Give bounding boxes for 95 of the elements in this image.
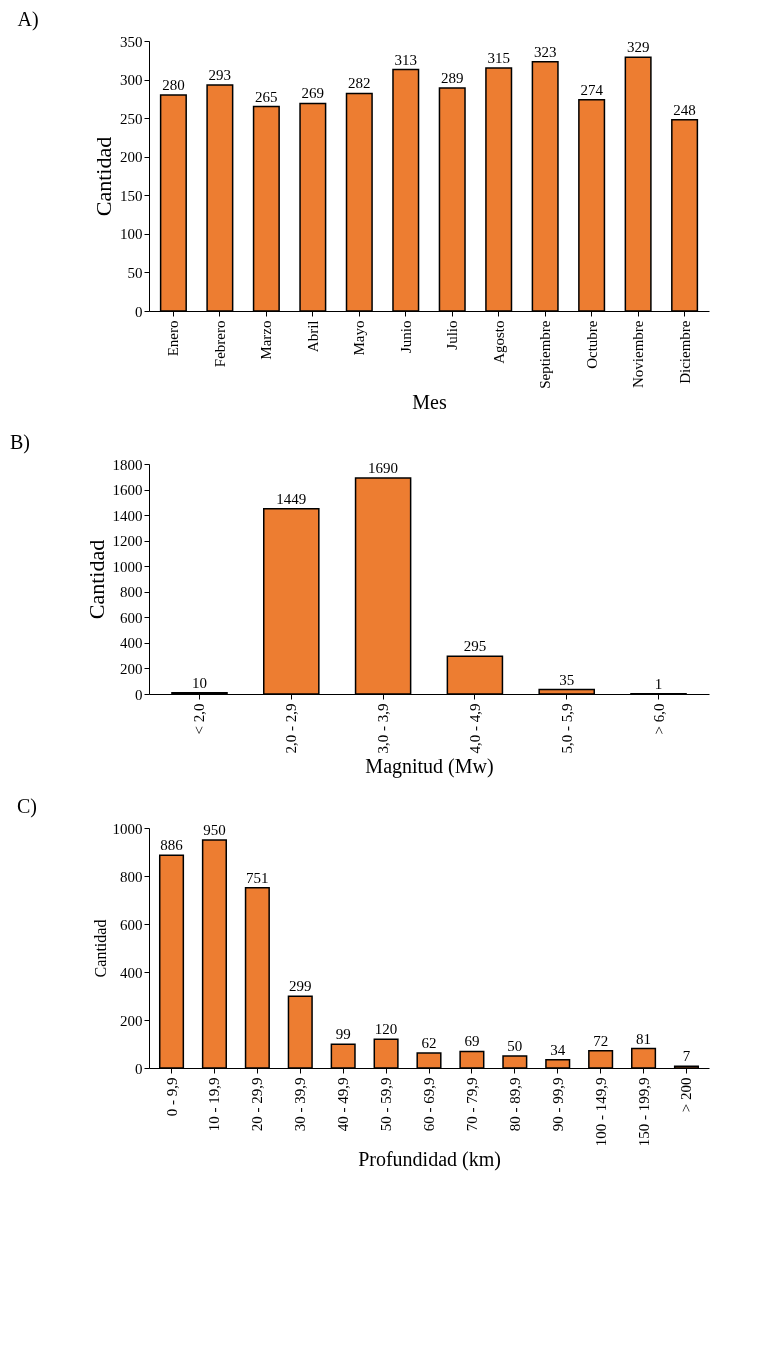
data-label: 50 (507, 1038, 523, 1054)
y-tick-label: 300 (120, 72, 143, 89)
x-tick-label: 3,0 - 3,9 (375, 703, 392, 754)
x-tick-label: Junio (397, 320, 414, 354)
data-label: 35 (559, 671, 575, 688)
data-label: 81 (636, 1030, 652, 1047)
y-tick-label: 400 (120, 964, 143, 981)
data-label: 751 (246, 869, 269, 886)
y-tick-label: 600 (120, 916, 143, 933)
x-tick-label: > 200 (678, 1077, 695, 1113)
y-tick-label: 50 (127, 264, 143, 281)
data-label: 269 (301, 85, 325, 102)
data-label: 7 (682, 1048, 691, 1065)
y-tick-label: 1000 (112, 820, 143, 837)
x-tick-label: Septiembre (537, 320, 554, 389)
y-axis-title: Cantidad (91, 136, 116, 217)
y-tick-label: 1400 (112, 507, 143, 524)
data-label: 329 (626, 39, 650, 56)
x-tick-label: 20 - 29,9 (249, 1077, 266, 1132)
x-tick-label: Noviembre (630, 320, 647, 388)
y-axis-title: Cantidad (91, 919, 109, 978)
y-axis-title: Cantidad (83, 539, 109, 620)
chart-title: C) (17, 795, 37, 818)
chart-title: A) (17, 8, 39, 31)
data-label: 274 (580, 81, 604, 98)
y-tick-label: 600 (120, 609, 143, 626)
data-label: 1690 (368, 460, 399, 477)
data-label: 1 (654, 675, 663, 692)
data-label: 289 (440, 70, 464, 87)
data-label: 62 (421, 1035, 437, 1052)
chart-title: B) (10, 431, 30, 454)
x-tick-label: 0 - 9,9 (163, 1077, 180, 1117)
y-tick-label: 250 (120, 110, 143, 127)
data-label: 34 (550, 1041, 566, 1058)
x-tick-label: 50 - 59,9 (378, 1077, 395, 1132)
y-tick-label: 0 (135, 303, 143, 320)
data-label: 299 (289, 978, 312, 995)
y-tick-label: 800 (120, 868, 143, 885)
y-tick-label: 150 (120, 187, 143, 204)
x-tick-label: 30 - 39,9 (292, 1077, 309, 1132)
y-tick-label: 350 (120, 33, 143, 50)
x-tick-label: > 6,0 (650, 703, 667, 735)
y-tick-label: 200 (120, 660, 143, 677)
y-tick-label: 100 (120, 226, 143, 243)
data-label: 265 (255, 88, 278, 105)
data-label: 99 (335, 1026, 351, 1043)
data-label: 313 (394, 51, 418, 68)
y-tick-label: 1200 (112, 533, 143, 550)
x-tick-label: Febrero (211, 320, 228, 368)
data-label: 323 (533, 43, 557, 60)
data-label: 248 (673, 101, 696, 118)
y-tick-label: 200 (120, 149, 143, 166)
x-tick-label: Mayo (351, 320, 368, 356)
data-label: 72 (593, 1032, 609, 1049)
x-axis-title: Profundidad (km) (358, 1148, 501, 1172)
x-tick-label: 80 - 89,9 (506, 1077, 523, 1132)
data-label: 69 (464, 1033, 480, 1050)
data-label: 120 (374, 1021, 398, 1038)
x-tick-label: Marzo (258, 320, 275, 360)
x-tick-label: Diciembre (676, 320, 693, 384)
x-tick-label: Enero (165, 320, 182, 357)
x-axis-title: Magnitud (Mw) (365, 755, 494, 779)
x-tick-label: 40 - 49,9 (335, 1077, 352, 1132)
x-axis-title: Mes (412, 390, 447, 413)
x-tick-label: 60 - 69,9 (421, 1077, 437, 1132)
data-label: 886 (160, 837, 184, 854)
x-tick-label: 90 - 99,9 (549, 1077, 566, 1132)
y-tick-label: 800 (120, 584, 143, 601)
x-tick-label: 5,0 - 5,9 (558, 703, 575, 754)
y-tick-label: 200 (120, 1012, 143, 1029)
data-label: 280 (162, 77, 185, 93)
y-tick-label: 1000 (112, 558, 143, 575)
x-tick-label: 100 - 149,9 (592, 1077, 609, 1147)
data-label: 10 (191, 674, 207, 691)
y-tick-label: 0 (135, 1060, 143, 1077)
x-tick-label: 4,0 - 4,9 (466, 703, 483, 754)
y-tick-label: 1600 (112, 482, 143, 499)
data-label: 950 (203, 822, 226, 838)
y-tick-label: 400 (120, 635, 143, 652)
x-tick-label: < 2,0 (191, 703, 208, 735)
y-tick-label: 0 (135, 686, 143, 703)
x-tick-label: 2,0 - 2,9 (283, 703, 300, 754)
y-tick-label: 1800 (112, 456, 143, 473)
data-label: 295 (463, 638, 487, 655)
data-label: 293 (208, 66, 232, 83)
data-label: 315 (487, 50, 510, 66)
x-tick-label: 10 - 19,9 (206, 1077, 223, 1132)
x-tick-label: 150 - 199,9 (635, 1077, 652, 1147)
data-label: 1449 (276, 490, 307, 507)
x-tick-label: 70 - 79,9 (463, 1077, 480, 1132)
x-tick-label: Agosto (490, 320, 507, 364)
x-tick-label: Abril (304, 320, 321, 353)
x-tick-label: Octubre (583, 320, 600, 369)
x-tick-label: Julio (444, 320, 461, 350)
data-label: 282 (348, 75, 371, 92)
